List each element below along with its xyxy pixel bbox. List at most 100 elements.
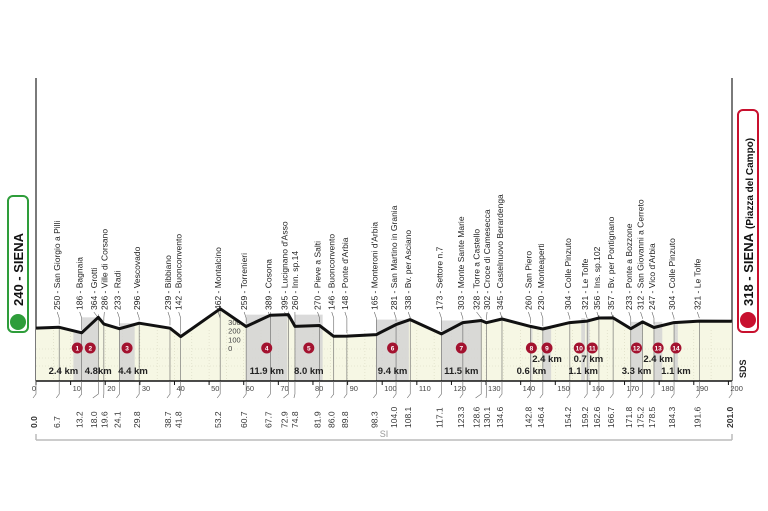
waypoint-label: 364 - Grotti [89, 267, 99, 310]
km-tick [135, 381, 140, 399]
axis-tick-label: 110 [419, 384, 431, 393]
waypoint-km: 53.2 [213, 411, 223, 428]
waypoint-label: 230 - Monteaperti [536, 243, 546, 310]
waypoint-km: 134.6 [495, 406, 505, 428]
sector-length: 3.3 km [622, 366, 652, 377]
waypoint-leader [117, 311, 120, 326]
elevation-tick: 0 [228, 344, 232, 353]
elevation-tick: 200 [228, 327, 241, 336]
sector-number-badge [573, 342, 585, 354]
waypoint-label: 281 - San Martino in Grania [389, 205, 399, 310]
waypoint-label: 356 - Ins. sp.102 [592, 246, 602, 310]
waypoint-km: 19.6 [99, 411, 109, 428]
waypoint-km: 98.3 [369, 411, 379, 428]
waypoint-km: 13.2 [75, 411, 85, 428]
km-tick [55, 381, 60, 399]
waypoint-leader [486, 311, 488, 320]
sector-band [542, 326, 552, 381]
km-tick [527, 381, 531, 399]
waypoint-leader [460, 311, 464, 320]
sector-number: 5 [307, 346, 311, 353]
sector-number: 10 [576, 346, 584, 353]
waypoint-km: 6.7 [52, 416, 62, 428]
si-label: SI [380, 429, 389, 439]
waypoint-leader [243, 311, 247, 324]
waypoint-km: 154.2 [563, 406, 573, 428]
km-tick [609, 381, 614, 399]
axis-tick-label: 70 [280, 384, 288, 393]
waypoint-leader [651, 311, 655, 325]
sector-number-badge [630, 342, 642, 354]
axis-tick-label: 60 [246, 384, 254, 393]
waypoint-leader [393, 311, 397, 322]
sector-number-badge [541, 342, 553, 354]
km-tick [595, 381, 600, 399]
km-tick [392, 381, 397, 399]
waypoint-label: 186 - Bagnaia [75, 257, 85, 310]
waypoint-leader [331, 311, 335, 334]
sector-number-badge [586, 342, 598, 354]
sector-length: 2.4 km [643, 354, 673, 365]
waypoint-km: 191.6 [692, 406, 702, 428]
axis-tick-label: 140 [523, 384, 536, 393]
start-label: 240 - SIENA [11, 232, 26, 306]
waypoint-label: 233 - Ponte a Bozzone [624, 223, 634, 310]
km-tick [650, 381, 655, 399]
waypoint-leader [540, 311, 544, 326]
sector-length: 11.9 km [250, 366, 284, 377]
finish-label: 318 - SIENA(Piazza del Campo) [741, 138, 756, 306]
km-tick [459, 381, 464, 399]
sector-number-badge [121, 342, 133, 354]
waypoint-km: 166.7 [606, 406, 616, 428]
km-tick [407, 381, 411, 399]
waypoint-label: 146 - Buonconvento [327, 234, 337, 310]
axis-tick-label: 160 [592, 384, 605, 393]
sds-label: SDS [738, 359, 748, 378]
sector-number: 14 [672, 346, 680, 353]
waypoint-label: 233 - Radi [112, 271, 122, 310]
waypoint-label: 286 - Ville di Corsano [99, 229, 109, 310]
waypoint-label: 357 - Bv. per Pontignano [606, 216, 616, 310]
waypoint-km: 38.7 [163, 411, 173, 428]
waypoint-leader [584, 311, 588, 319]
elevation-tick: 300 [228, 318, 241, 327]
sector-number-badge [652, 342, 664, 354]
sector-number: 11 [589, 346, 596, 353]
km-tick [177, 381, 182, 399]
axis-tick-label: 150 [557, 384, 570, 393]
waypoint-label: 338 - Bv. per Asciano [403, 230, 413, 310]
waypoint-km: 184.3 [667, 406, 677, 428]
waypoint-label: 389 - Cosona [263, 259, 273, 310]
sector-number: 2 [88, 346, 92, 353]
km-tick [566, 381, 571, 399]
axis-tick-label: 200 [730, 384, 743, 393]
km-tick [343, 381, 348, 399]
km-tick [32, 381, 37, 399]
sector-number-badge [670, 342, 682, 354]
sector-number-badge [71, 342, 83, 354]
axis-tick-label: 50 [211, 384, 219, 393]
waypoint-leader [136, 311, 140, 321]
axis-tick-label: 80 [315, 384, 323, 393]
sector-length: 9.4 km [378, 366, 408, 377]
waypoint-label: 296 - Vescovado [132, 246, 142, 310]
waypoint-label: 302 - Croce di Camesecca [482, 209, 492, 310]
elevation-profile-line [35, 307, 732, 339]
waypoint-leader [317, 311, 320, 323]
km-tick [116, 381, 120, 399]
sector-length: 8.0 km [294, 366, 324, 377]
waypoint-km: 81.9 [313, 411, 323, 428]
sector-number-badge [387, 342, 399, 354]
waypoint-leader [167, 311, 171, 326]
km-tick [166, 381, 171, 399]
sector-length: 2.4 km [532, 354, 562, 365]
waypoint-label: 239 - Bibbiano [163, 255, 173, 310]
km-tick [475, 381, 482, 399]
bicycle-icon [10, 314, 26, 330]
waypoint-label: 260 - San Piero [523, 251, 533, 310]
waypoint-label: 270 - Pieve a Salti [313, 241, 323, 310]
bicycle-icon [740, 312, 756, 328]
waypoint-label: 462 - Montalcino [213, 247, 223, 310]
waypoint-leader [374, 311, 377, 332]
km-tick [438, 381, 442, 399]
